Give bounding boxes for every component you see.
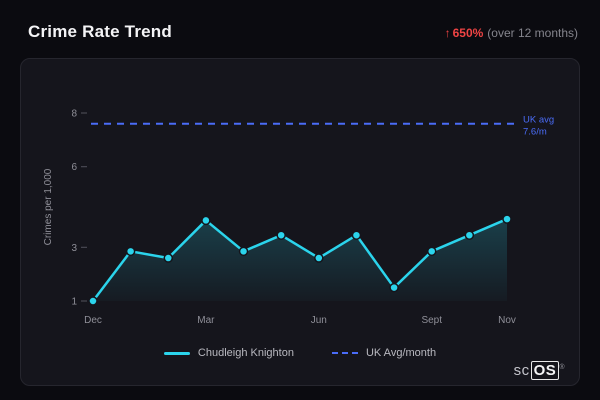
trend-percentage: 650% bbox=[452, 26, 484, 40]
uk-avg-annotation-line1: UK avg bbox=[523, 115, 554, 126]
area-fill bbox=[93, 219, 507, 301]
page-title: Crime Rate Trend bbox=[28, 22, 172, 41]
data-point[interactable] bbox=[276, 230, 286, 240]
y-tick-label: 6 bbox=[71, 162, 77, 173]
data-point[interactable] bbox=[314, 253, 324, 263]
up-arrow-icon: ↑ bbox=[444, 26, 451, 40]
chart-legend: Chudleigh Knighton UK Avg/month bbox=[21, 347, 579, 359]
data-point[interactable] bbox=[464, 230, 475, 240]
data-point[interactable] bbox=[201, 215, 211, 226]
registered-mark-icon: ® bbox=[559, 364, 565, 371]
uk-avg-annotation-line2: 7.6/m bbox=[523, 127, 547, 138]
y-tick-label: 3 bbox=[71, 243, 77, 254]
page-header: Crime Rate Trend ↑ 650% (over 12 months) bbox=[28, 22, 578, 42]
chart-card: 8 6 3 1 Crimes per 1,000 Dec Mar Jun Sept Nov UK a… bbox=[20, 58, 580, 386]
logo-prefix: sc bbox=[513, 362, 530, 379]
crime-trend-chart: 8 6 3 1 Crimes per 1,000 Dec Mar Jun Sept Nov UK a… bbox=[43, 109, 554, 327]
x-tick-label: Nov bbox=[498, 315, 516, 326]
data-point[interactable] bbox=[88, 296, 98, 306]
data-point[interactable] bbox=[502, 214, 512, 224]
y-tick-label: 1 bbox=[71, 297, 77, 308]
legend-item-uk-avg[interactable]: UK Avg/month bbox=[331, 347, 437, 359]
legend-label: Chudleigh Knighton bbox=[197, 347, 294, 359]
x-tick-label: Jun bbox=[311, 315, 327, 326]
logo-box: OS bbox=[530, 361, 560, 380]
data-point[interactable] bbox=[163, 253, 174, 263]
y-tick-label: 8 bbox=[71, 109, 77, 120]
scos-logo: sc OS ® bbox=[513, 361, 565, 380]
solid-line-swatch-icon bbox=[163, 351, 190, 355]
data-point[interactable] bbox=[389, 282, 399, 293]
data-point[interactable] bbox=[351, 230, 362, 240]
series-line-chudleigh-knighton bbox=[91, 217, 509, 303]
legend-item-chudleigh-knighton[interactable]: Chudleigh Knighton bbox=[163, 347, 294, 359]
x-tick-label: Dec bbox=[84, 315, 102, 326]
dashed-line-swatch-icon bbox=[331, 352, 358, 354]
trend-stat: ↑ 650% (over 12 months) bbox=[445, 26, 578, 40]
x-tick-label: Sept bbox=[421, 315, 442, 326]
y-axis-label: Crimes per 1,000 bbox=[43, 168, 54, 245]
data-point[interactable] bbox=[426, 246, 437, 257]
data-point[interactable] bbox=[125, 246, 136, 257]
x-tick-label: Mar bbox=[197, 315, 215, 326]
legend-label: UK Avg/month bbox=[365, 347, 437, 359]
trend-note: (over 12 months) bbox=[487, 26, 578, 40]
data-point[interactable] bbox=[238, 246, 249, 257]
